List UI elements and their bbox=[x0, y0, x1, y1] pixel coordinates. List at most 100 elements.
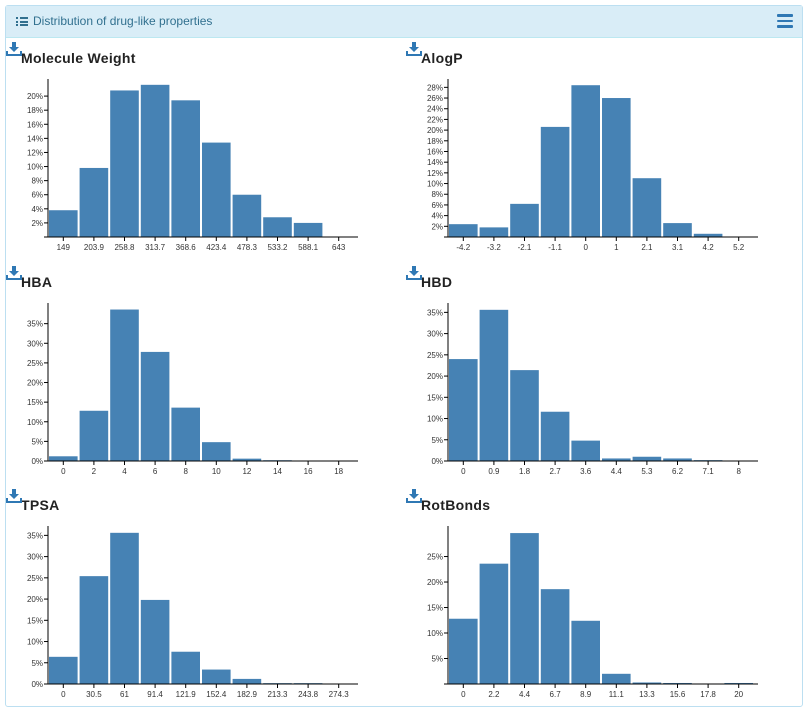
y-tick-label: 15% bbox=[427, 604, 443, 613]
bar bbox=[449, 224, 478, 237]
y-tick-label: 20% bbox=[27, 595, 43, 604]
x-tick-label: 8.9 bbox=[580, 690, 592, 699]
x-tick-label: 17.8 bbox=[700, 690, 716, 699]
bar bbox=[263, 217, 292, 237]
bar bbox=[110, 90, 139, 237]
download-icon[interactable] bbox=[6, 489, 22, 503]
bar bbox=[49, 656, 78, 684]
x-tick-label: 1 bbox=[614, 243, 619, 252]
properties-panel: Distribution of drug-like properties Mol… bbox=[5, 5, 803, 707]
y-tick-label: 0% bbox=[31, 680, 43, 689]
bar bbox=[79, 576, 109, 684]
x-tick-label: -2.1 bbox=[518, 243, 532, 252]
x-tick-label: 4.2 bbox=[703, 243, 715, 252]
x-tick-label: -3.2 bbox=[487, 243, 501, 252]
x-tick-label: 368.6 bbox=[176, 243, 197, 252]
x-tick-label: 2.1 bbox=[641, 243, 653, 252]
x-tick-label: 20 bbox=[734, 690, 743, 699]
x-tick-label: 18 bbox=[334, 467, 343, 476]
bar bbox=[571, 620, 600, 684]
x-tick-label: 274.3 bbox=[329, 690, 350, 699]
y-tick-label: 8% bbox=[31, 177, 43, 186]
x-tick-label: 5.2 bbox=[733, 243, 745, 252]
chart-tpsa: TPSA 0% 5% 10% 15% 20% 25% 30% 35% 0 30.5 61 91.4 12… bbox=[6, 489, 386, 709]
bar bbox=[79, 167, 109, 237]
x-tick-label: 182.9 bbox=[237, 690, 258, 699]
bar bbox=[449, 618, 478, 684]
histogram-plot: 2%4% 6% 8%10% 12% 14% 16%18% 20% 22%24% 26% 28% -4… bbox=[427, 79, 758, 252]
x-tick-label: 243.8 bbox=[298, 690, 319, 699]
bar bbox=[724, 682, 753, 684]
y-tick-label: 16% bbox=[427, 147, 443, 156]
bar bbox=[663, 458, 692, 461]
x-tick-label: 7.1 bbox=[703, 467, 715, 476]
x-tick-label: 588.1 bbox=[298, 243, 319, 252]
y-tick-label: 20% bbox=[27, 92, 43, 101]
list-icon bbox=[16, 17, 28, 26]
bar bbox=[632, 456, 662, 461]
x-tick-label: 15.6 bbox=[670, 690, 686, 699]
bar bbox=[140, 351, 170, 461]
y-tick-label: 26% bbox=[427, 94, 443, 103]
y-tick-label: 5% bbox=[431, 436, 443, 445]
y-tick-label: 5% bbox=[31, 659, 43, 668]
panel-header: Distribution of drug-like properties bbox=[6, 6, 802, 38]
y-tick-label: 0% bbox=[431, 457, 443, 466]
y-tick-label: 15% bbox=[27, 398, 43, 407]
bar bbox=[602, 673, 631, 684]
x-tick-label: 0.9 bbox=[488, 467, 500, 476]
bar bbox=[632, 682, 662, 684]
x-tick-label: 3.6 bbox=[580, 467, 592, 476]
download-icon[interactable] bbox=[6, 42, 22, 56]
y-tick-label: 16% bbox=[27, 120, 43, 129]
x-tick-label: 203.9 bbox=[84, 243, 105, 252]
x-tick-label: 258.8 bbox=[114, 243, 135, 252]
download-icon[interactable] bbox=[406, 489, 422, 503]
x-tick-label: 149 bbox=[57, 243, 71, 252]
y-tick-label: 20% bbox=[427, 578, 443, 587]
y-tick-label: 18% bbox=[427, 137, 443, 146]
y-tick-label: 12% bbox=[427, 169, 443, 178]
y-tick-label: 30% bbox=[27, 553, 43, 562]
bar bbox=[571, 85, 600, 238]
download-icon[interactable] bbox=[406, 266, 422, 280]
x-tick-label: 8 bbox=[736, 467, 741, 476]
bar bbox=[540, 589, 570, 684]
x-tick-label: 1.8 bbox=[519, 467, 531, 476]
y-tick-label: 2% bbox=[431, 222, 443, 231]
bar bbox=[479, 309, 509, 461]
bar bbox=[171, 407, 200, 461]
x-tick-label: 121.9 bbox=[176, 690, 197, 699]
y-tick-label: 35% bbox=[27, 320, 43, 329]
x-tick-label: 14 bbox=[273, 467, 282, 476]
x-tick-label: 0 bbox=[583, 243, 588, 252]
y-tick-label: 20% bbox=[427, 126, 443, 135]
hamburger-menu-icon[interactable] bbox=[777, 14, 793, 28]
x-tick-label: 533.2 bbox=[267, 243, 288, 252]
y-tick-label: 25% bbox=[427, 553, 443, 562]
y-tick-label: 5% bbox=[31, 437, 43, 446]
x-tick-label: 0 bbox=[61, 690, 66, 699]
y-tick-label: 14% bbox=[427, 158, 443, 167]
y-tick-label: 2% bbox=[31, 219, 43, 228]
x-tick-label: 213.3 bbox=[267, 690, 288, 699]
chart-title: AlogP bbox=[421, 50, 463, 66]
y-tick-label: 30% bbox=[27, 339, 43, 348]
chart-rotbonds: RotBonds 5% 10% 15% 20% 25% 0 2.2 4.4 6.7 8.9 11.1… bbox=[406, 489, 786, 709]
bar bbox=[232, 458, 262, 461]
bar bbox=[202, 442, 231, 461]
y-tick-label: 10% bbox=[27, 163, 43, 172]
x-tick-label: 2.7 bbox=[550, 467, 562, 476]
x-tick-label: 13.3 bbox=[639, 690, 655, 699]
histogram-plot: 0% 5% 10% 15% 20% 25% 30% 35% 0 0.9 1.8 2.7 3.6 4.4 5.… bbox=[427, 303, 758, 476]
x-tick-label: 4.4 bbox=[611, 467, 623, 476]
x-tick-label: 12 bbox=[242, 467, 251, 476]
y-tick-label: 0% bbox=[31, 457, 43, 466]
y-tick-label: 25% bbox=[27, 574, 43, 583]
download-icon[interactable] bbox=[6, 266, 22, 280]
y-tick-label: 30% bbox=[427, 330, 443, 339]
x-tick-label: 3.1 bbox=[672, 243, 684, 252]
x-tick-label: 4 bbox=[122, 467, 127, 476]
download-icon[interactable] bbox=[406, 42, 422, 56]
x-tick-label: 5.3 bbox=[641, 467, 653, 476]
